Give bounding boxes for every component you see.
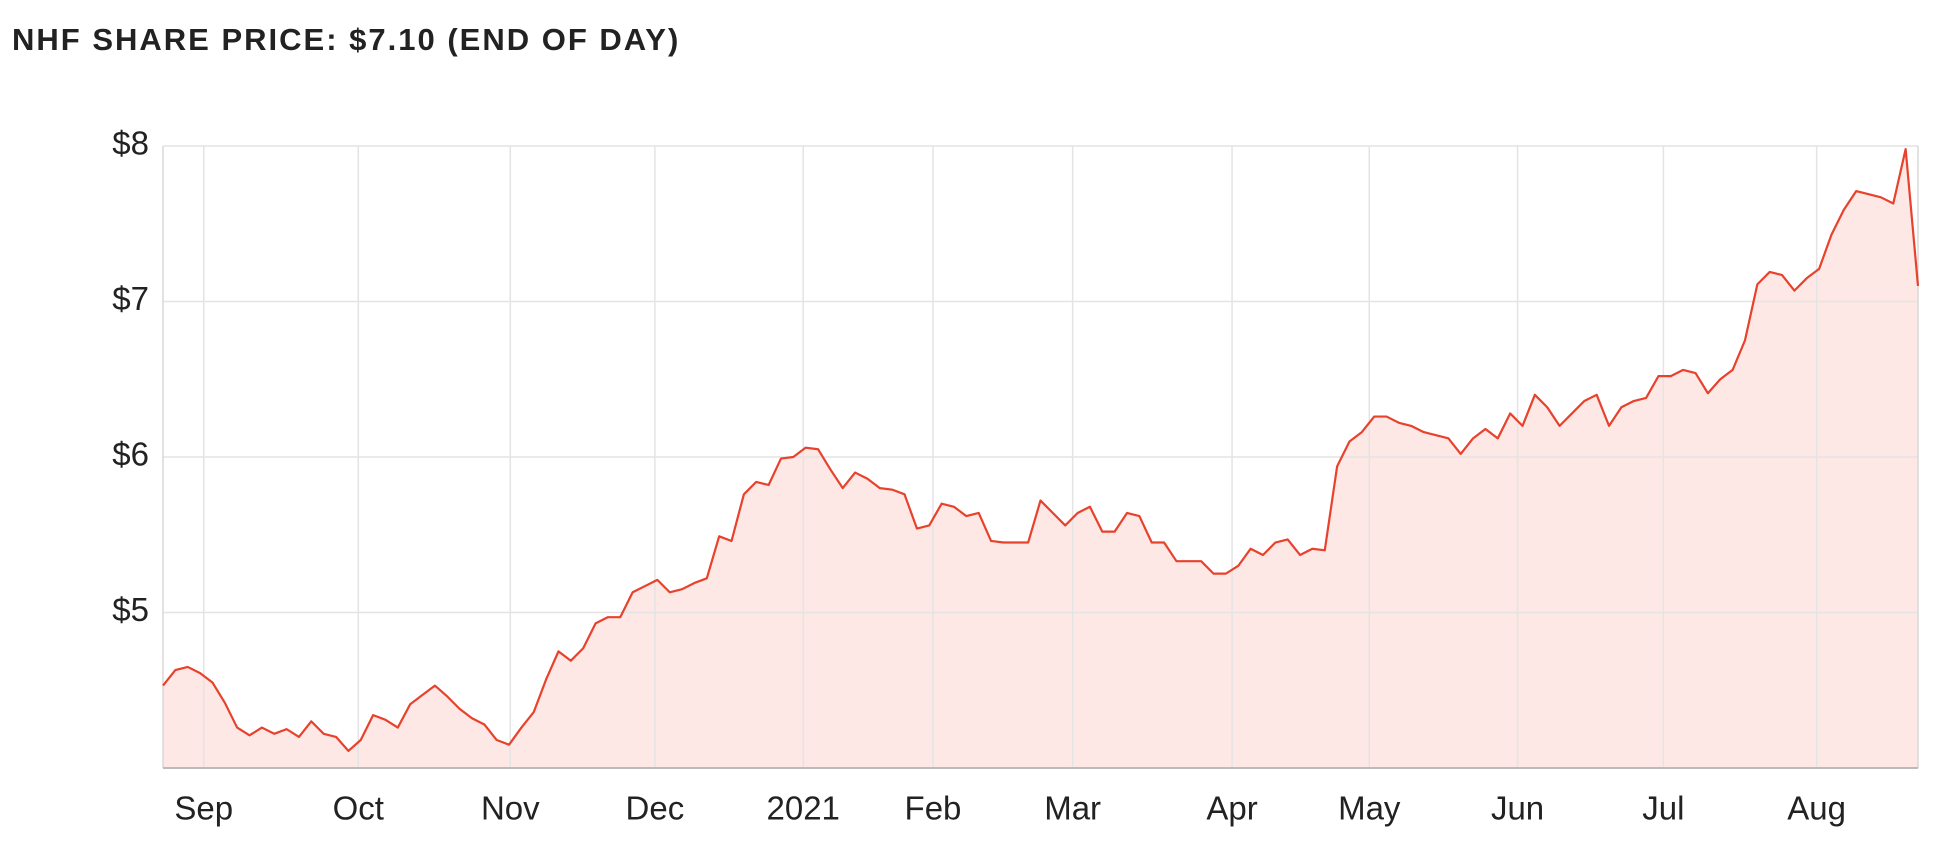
x-tick-label: Feb xyxy=(905,790,962,827)
y-tick-label: $8 xyxy=(112,125,149,162)
x-tick-label: Mar xyxy=(1044,790,1101,827)
x-tick-label: Jun xyxy=(1491,790,1544,827)
x-tick-label: Nov xyxy=(481,790,540,827)
x-tick-label: Oct xyxy=(333,790,384,827)
price-area xyxy=(163,149,1918,769)
x-tick-label: Sep xyxy=(174,790,233,827)
x-tick-label: Apr xyxy=(1206,790,1257,827)
y-tick-label: $7 xyxy=(112,280,149,317)
chart-title: NHF SHARE PRICE: $7.10 (END OF DAY) xyxy=(12,22,680,57)
y-tick-label: $6 xyxy=(112,436,149,473)
x-tick-label: Jul xyxy=(1642,790,1684,827)
x-tick-label: May xyxy=(1338,790,1401,827)
price-line xyxy=(162,148,1920,752)
x-tick-label: 2021 xyxy=(766,790,839,827)
y-tick-label: $5 xyxy=(112,591,149,628)
x-tick-label: Aug xyxy=(1787,790,1846,827)
x-tick-label: Dec xyxy=(626,790,685,827)
